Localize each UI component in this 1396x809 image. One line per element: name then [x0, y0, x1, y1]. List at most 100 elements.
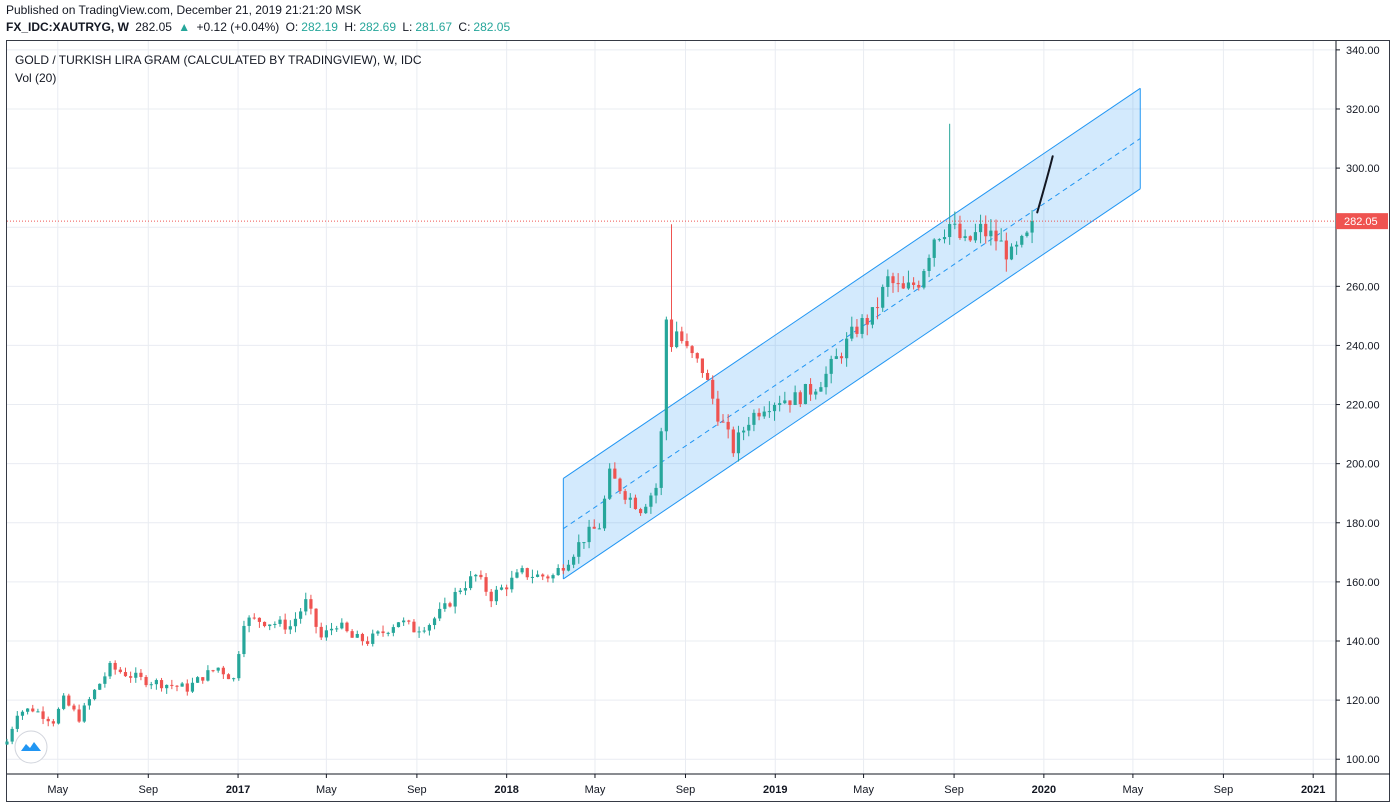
- candle-body: [860, 318, 864, 334]
- candle-body: [345, 622, 349, 632]
- candle-body: [628, 497, 632, 500]
- candle-body: [608, 468, 612, 499]
- candle-body: [62, 695, 66, 709]
- candle-body: [695, 353, 699, 359]
- candle-body: [757, 412, 761, 417]
- candle-body: [453, 591, 457, 607]
- time-tick-label: Sep: [407, 784, 427, 796]
- candle-body: [350, 631, 354, 638]
- price-tick-label: 240.00: [1346, 340, 1380, 352]
- candle-body: [675, 331, 679, 348]
- candle-body: [247, 617, 251, 626]
- candle-body: [772, 404, 777, 412]
- legend-volume[interactable]: Vol (20): [15, 71, 57, 85]
- close-value: 282.05: [473, 20, 511, 34]
- candle-body: [561, 568, 565, 571]
- candle-body: [396, 622, 401, 628]
- candle-body: [175, 685, 179, 687]
- candle-body: [180, 683, 184, 687]
- candle-body: [36, 711, 40, 713]
- candle-body: [1009, 246, 1014, 260]
- candle-body: [134, 672, 138, 678]
- last-price-badge: [1336, 213, 1388, 230]
- candle-body: [252, 617, 256, 619]
- candle-body: [1030, 221, 1034, 233]
- channel-lower-line: [563, 188, 1141, 580]
- candle-body: [649, 495, 653, 507]
- candle-body: [716, 398, 720, 422]
- candle-body: [520, 568, 524, 573]
- candle-body: [20, 711, 25, 716]
- candle-body: [793, 392, 797, 405]
- legend-title[interactable]: GOLD / TURKISH LIRA GRAM (CALCULATED BY …: [15, 53, 422, 67]
- candle-body: [963, 236, 967, 239]
- candle-body: [602, 498, 607, 529]
- price-tick-label: 100.00: [1346, 754, 1380, 766]
- candle-body: [185, 683, 189, 692]
- open-label: O:: [285, 20, 299, 34]
- candle-body: [932, 239, 936, 258]
- candle-body: [72, 705, 76, 710]
- candle-body: [690, 346, 694, 354]
- price-tick-label: 340.00: [1346, 45, 1380, 57]
- time-tick-label: May: [1123, 784, 1144, 796]
- candle-body: [391, 627, 395, 633]
- candle-body: [288, 626, 292, 630]
- candle-body: [613, 468, 617, 479]
- candle-body: [67, 695, 71, 706]
- candle-body: [994, 230, 998, 242]
- candle-body: [82, 705, 86, 722]
- candle-body: [139, 672, 143, 677]
- time-tick-label: Sep: [138, 784, 158, 796]
- candle-body: [953, 223, 957, 225]
- candle-body: [530, 576, 535, 578]
- candle-body: [77, 709, 81, 722]
- candle-body: [819, 387, 823, 392]
- candle-body: [51, 721, 55, 724]
- candle-body: [417, 631, 421, 633]
- symbol-label[interactable]: FX_IDC:XAUTRYG, W: [6, 20, 129, 34]
- candle-body: [1015, 244, 1019, 247]
- candle-body: [922, 270, 926, 288]
- candle-body: [190, 682, 195, 692]
- candle-body: [211, 670, 215, 672]
- candle-body: [206, 670, 210, 681]
- tradingview-cloud-icon[interactable]: [14, 730, 48, 764]
- price-tick-label: 140.00: [1346, 636, 1380, 648]
- candle-body: [644, 506, 648, 514]
- price-tick-label: 160.00: [1346, 577, 1380, 589]
- candle-body: [371, 633, 375, 644]
- candle-body: [582, 542, 586, 544]
- channel-upper-line: [563, 87, 1141, 479]
- candle-body: [41, 711, 45, 719]
- close-label: C:: [458, 20, 471, 34]
- time-tick-label: Sep: [944, 784, 964, 796]
- candle-body: [572, 556, 576, 565]
- candle-body: [659, 431, 663, 488]
- candle-body: [129, 676, 133, 678]
- candle-body: [92, 689, 97, 700]
- candle-body: [752, 412, 756, 425]
- candle-body: [407, 620, 411, 622]
- candle-body: [633, 497, 638, 510]
- candle-body: [680, 331, 684, 342]
- candle-body: [906, 282, 911, 289]
- candle-body: [324, 630, 328, 638]
- time-tick-label: May: [853, 784, 874, 796]
- candle-body: [736, 432, 741, 454]
- candle-body: [340, 622, 344, 629]
- candle-body: [31, 708, 35, 712]
- candle-body: [10, 728, 14, 742]
- candle-body: [989, 230, 993, 237]
- candle-body: [875, 307, 880, 309]
- candle-body: [474, 574, 478, 577]
- candle-body: [159, 680, 164, 689]
- candle-body: [262, 621, 267, 627]
- candle-body: [5, 741, 9, 745]
- candle-body: [448, 603, 452, 607]
- candle-body: [705, 372, 710, 380]
- candle-body: [886, 276, 890, 287]
- candle-body: [783, 400, 787, 404]
- candle-body: [742, 430, 746, 433]
